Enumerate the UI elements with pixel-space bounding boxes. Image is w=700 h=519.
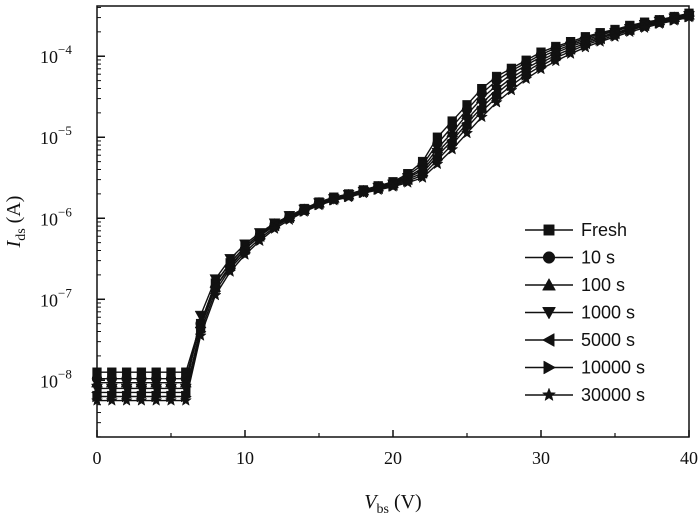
data-point: [268, 222, 281, 235]
legend-item: 100 s: [525, 275, 625, 295]
data-point: [357, 186, 370, 199]
data-point: [209, 274, 222, 286]
legend-label: 5000 s: [581, 330, 635, 350]
series-line: [97, 14, 690, 384]
data-point: [431, 157, 444, 170]
legend-marker: [543, 224, 555, 236]
data-point: [401, 176, 414, 188]
legend-item: Fresh: [525, 220, 627, 240]
data-point: [623, 25, 636, 38]
data-point: [490, 95, 503, 108]
x-tick-label: 30: [532, 448, 550, 468]
data-point: [549, 54, 562, 67]
data-point: [372, 183, 385, 196]
data-point: [283, 213, 296, 226]
x-tick-label: 20: [384, 448, 402, 468]
data-point: [446, 142, 459, 155]
legend-marker: [543, 360, 557, 375]
data-point: [653, 17, 666, 30]
legend-marker: [541, 333, 555, 347]
data-point: [638, 21, 651, 34]
data-point: [668, 14, 681, 26]
data-point: [342, 190, 355, 203]
data-point: [579, 40, 592, 53]
series-30000-s: [90, 10, 696, 406]
data-point: [150, 394, 163, 406]
legend-label: 10000 s: [581, 358, 645, 378]
data-point: [327, 193, 340, 206]
data-point: [194, 310, 207, 322]
data-point: [475, 110, 488, 123]
data-point: [534, 62, 548, 75]
x-axis-label: Vbs (V): [364, 491, 421, 517]
x-tick-label: 0: [93, 448, 102, 468]
legend-label: 10 s: [581, 248, 615, 268]
x-tick-label: 40: [680, 448, 698, 468]
legend-item: 10 s: [525, 248, 615, 268]
data-point: [564, 47, 577, 60]
data-point: [105, 394, 118, 406]
legend-marker: [541, 387, 557, 402]
data-point: [179, 394, 192, 406]
data-point: [312, 198, 326, 211]
series-layer: [90, 8, 696, 406]
legend-label: 30000 s: [581, 385, 645, 405]
data-point: [298, 205, 311, 218]
legend-marker: [542, 251, 556, 264]
legend-item: 5000 s: [525, 330, 635, 350]
y-axis-label: Ids (A): [3, 196, 29, 249]
legend: Fresh 10 s 100 s 1000 s 5000 s 10000 s 30000 s: [525, 220, 645, 405]
axis-ticks: 0 10 20 30 40 10−8 10−7 10−6 10−5 10−4: [40, 6, 698, 468]
legend-marker: [542, 277, 556, 291]
data-point: [253, 234, 266, 247]
y-tick-label: 10−5: [40, 123, 72, 148]
data-point: [209, 288, 222, 301]
data-point: [135, 394, 148, 406]
legend-label: Fresh: [581, 220, 627, 240]
data-point: [520, 72, 533, 85]
y-tick-label: 10−6: [40, 204, 72, 229]
series-10-s: [91, 8, 695, 384]
y-tick-label: 10−7: [40, 285, 72, 310]
data-point: [608, 30, 622, 43]
legend-label: 1000 s: [581, 303, 635, 323]
data-point: [224, 265, 237, 277]
data-point: [238, 248, 252, 260]
series-line: [97, 13, 690, 380]
data-point: [224, 254, 237, 265]
y-tick-label: 10−8: [40, 366, 72, 391]
data-point: [416, 171, 429, 183]
legend-item: 30000 s: [525, 385, 645, 405]
legend-label: 100 s: [581, 275, 625, 295]
legend-item: 1000 s: [525, 303, 635, 323]
legend-marker: [542, 307, 556, 320]
y-tick-label: 10−4: [40, 42, 72, 67]
data-point: [505, 83, 518, 96]
data-point: [120, 394, 133, 406]
data-point: [386, 180, 400, 192]
data-point: [194, 329, 207, 341]
data-point: [164, 394, 178, 406]
data-point: [460, 126, 474, 139]
legend-item: 10000 s: [525, 358, 645, 378]
data-point: [594, 35, 607, 47]
x-tick-label: 10: [236, 448, 254, 468]
